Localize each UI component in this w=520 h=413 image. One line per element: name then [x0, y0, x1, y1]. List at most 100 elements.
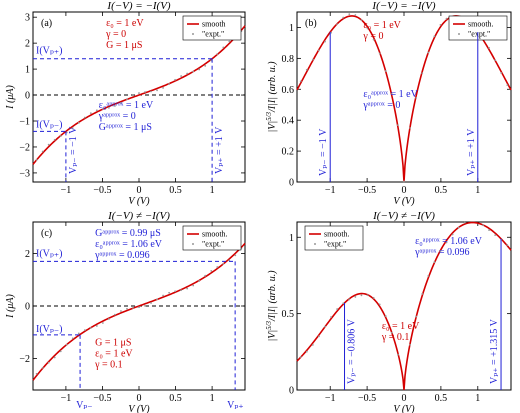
- expt-point: [488, 47, 490, 49]
- expt-point: [186, 287, 189, 290]
- expt-point: [168, 83, 171, 85]
- legend-swatch-expt: [192, 243, 194, 245]
- vp-label: Vₚ₊ = +1.315 V: [489, 318, 500, 384]
- x-axis-label: V (V): [393, 196, 415, 207]
- expt-point: [47, 361, 50, 364]
- expt-point: [390, 331, 393, 334]
- expt-point: [47, 143, 50, 146]
- param-red: γ = 0.1: [381, 332, 410, 343]
- expt-point: [186, 72, 189, 75]
- series-smooth: [32, 242, 246, 381]
- expt-point: [95, 109, 98, 112]
- expt-point: [107, 318, 110, 320]
- panel-c: I(−V) ≠ −I(V) −1 −0.5 0 0.5 1 −2 0 2 V (V) I (μA) (…: [5, 210, 246, 413]
- expt-point: [89, 327, 92, 329]
- expt-point: [439, 23, 442, 26]
- legend-swatch-expt: [458, 33, 460, 35]
- y-tick-label: −2: [19, 354, 30, 365]
- expt-point: [192, 70, 195, 73]
- expt-point: [228, 40, 231, 43]
- expt-point: [180, 289, 183, 292]
- x-tick-label: 1: [210, 185, 215, 196]
- legend: smooth."expt.": [182, 225, 242, 251]
- legend-entry: smooth.: [202, 230, 228, 239]
- expt-point: [114, 105, 116, 107]
- param-blue: Gᵃᵖᵖʳᵒˣ = 1 μS: [99, 122, 152, 133]
- expt-point: [234, 254, 237, 257]
- legend-entry: "expt.": [202, 240, 224, 249]
- param-blue: γᵃᵖᵖʳᵒˣ = 0: [98, 111, 136, 122]
- expt-point: [35, 158, 38, 161]
- expt-point: [162, 87, 164, 89]
- expt-point: [101, 108, 104, 110]
- expt-point: [126, 307, 128, 310]
- y-axis-label-rest: /I|I| (arb. u.): [267, 270, 278, 322]
- param-red: ε₀ = 1 eV: [106, 18, 144, 29]
- panel-b: I(−V) = −I(V) −1 −0.5 0 0.5 1 0 0.2 0.4 0.6 0.8 1 V …: [265, 0, 512, 207]
- expt-point: [114, 313, 116, 316]
- y-axis-label: |V|5/3/I|I| (arb. u.): [265, 270, 278, 342]
- expt-point: [482, 224, 484, 227]
- expt-point: [488, 229, 490, 231]
- expt-point: [71, 337, 74, 340]
- expt-point: [421, 72, 424, 75]
- expt-point: [89, 112, 92, 115]
- expt-point: [324, 40, 326, 43]
- expt-point: [41, 150, 44, 153]
- expt-point: [156, 298, 158, 301]
- x-tick-label: 0: [137, 185, 142, 196]
- expt-point: [445, 17, 448, 20]
- expt-point: [348, 13, 351, 16]
- expt-point: [427, 51, 430, 54]
- expt-point: [421, 292, 424, 295]
- y-axis-label-sup: 5/3: [265, 320, 273, 329]
- vp-label: Vₚ₊ = +1 V: [466, 128, 477, 176]
- panel-d: I(−V) ≠ −I(V) −1 −0.5 0 0.5 1 0 0.5 1 V (V) |V|5/3…: [265, 210, 512, 413]
- x-tick-label: −0.5: [93, 185, 111, 196]
- expt-point: [348, 298, 351, 301]
- expt-point: [156, 89, 158, 92]
- x-tick-label: 1: [475, 393, 480, 404]
- param-blue: ε₀ᵃᵖᵖʳᵒˣ = 1.06 eV: [415, 236, 483, 247]
- param-red: γ = 0: [362, 31, 383, 42]
- y-tick-label: 0: [289, 178, 294, 189]
- expt-point: [53, 138, 56, 141]
- expt-point: [415, 315, 418, 318]
- expt-point: [397, 124, 399, 127]
- vp-label: Vₚ₊: [227, 400, 244, 411]
- expt-point: [311, 344, 314, 346]
- x-tick-label: 0.5: [169, 393, 182, 404]
- expt-point: [174, 290, 177, 293]
- param-red: ε₀ = 1 eV: [363, 20, 401, 31]
- marker-label: I(Vₚ₊): [36, 248, 63, 259]
- y-tick-label: −3: [19, 168, 30, 179]
- y-tick-label: 2: [25, 39, 30, 50]
- y-axis-label: I (μA): [5, 294, 16, 319]
- y-tick-label: 0.2: [282, 147, 295, 158]
- expt-point: [65, 343, 68, 346]
- expt-point: [342, 302, 345, 305]
- expt-point: [132, 307, 134, 309]
- chart-title: I(−V) ≠ −I(V): [372, 210, 435, 222]
- expt-point: [336, 308, 339, 310]
- panel-label: (c): [41, 228, 52, 239]
- legend-swatch-expt: [314, 243, 316, 245]
- expt-point: [378, 303, 381, 306]
- expt-point: [120, 310, 122, 312]
- expt-point: [150, 302, 152, 304]
- x-tick-label: −1: [325, 393, 336, 404]
- legend: smooth"expt.": [182, 15, 242, 41]
- expt-point: [324, 325, 326, 328]
- expt-point: [53, 356, 56, 359]
- expt-point: [180, 75, 183, 77]
- x-tick-label: −0.5: [358, 393, 376, 404]
- expt-point: [494, 59, 497, 61]
- y-tick-label: −1: [19, 117, 30, 128]
- expt-point: [384, 315, 387, 317]
- expt-point: [330, 316, 332, 318]
- series-expt: [35, 247, 243, 375]
- series-expt: [299, 13, 509, 183]
- expt-point: [138, 306, 140, 309]
- expt-point: [150, 90, 152, 93]
